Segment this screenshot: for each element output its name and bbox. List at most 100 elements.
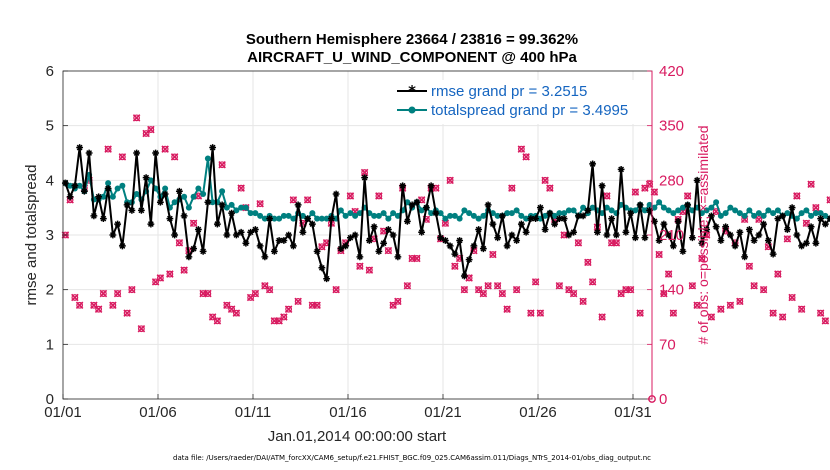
rmse-point — [736, 228, 744, 236]
rmse-point — [142, 174, 150, 181]
obs-possible-point — [304, 196, 312, 204]
obs-assimilated-point — [655, 250, 663, 259]
rmse-point — [194, 226, 202, 233]
spread-point — [352, 212, 359, 219]
obs-possible-point — [798, 305, 806, 313]
obs-assimilated-point — [132, 114, 141, 122]
obs-possible-point — [114, 290, 122, 297]
obs-assimilated-point — [365, 266, 374, 274]
obs-possible-point — [95, 305, 103, 313]
spread-point — [285, 212, 292, 219]
rmse-point — [346, 234, 354, 242]
spread-point — [219, 188, 226, 195]
obs-possible-point — [760, 286, 768, 294]
obs-assimilated-point — [213, 317, 222, 325]
obs-assimilated-point — [508, 184, 516, 192]
spread-point — [380, 210, 387, 217]
spread-point — [713, 199, 720, 206]
spread-point — [608, 207, 615, 214]
rmse-point — [783, 226, 791, 233]
spread-point — [561, 210, 568, 217]
right-axis-ticks: 0 70 140 210 280 350 420 — [647, 63, 684, 408]
obs-possible-point — [190, 219, 198, 227]
rmse-point — [161, 190, 169, 198]
spread-point — [190, 193, 197, 200]
spread-point — [589, 204, 596, 211]
rmse-point — [228, 209, 236, 217]
obs-assimilated-point — [527, 309, 535, 317]
y-right-tick-label: 350 — [659, 118, 684, 135]
obs-possible-point — [332, 286, 340, 294]
obs-possible-point — [166, 270, 174, 278]
rmse-point — [299, 228, 307, 236]
obs-possible-point — [403, 282, 411, 290]
spread-point — [751, 212, 758, 219]
rmse-point — [641, 234, 649, 242]
rmse-point — [498, 212, 506, 220]
rmse-point — [722, 223, 730, 231]
rmse-point — [712, 223, 720, 231]
rmse-point — [779, 212, 787, 220]
obs-possible-point — [508, 184, 516, 192]
spread-point — [76, 182, 83, 189]
obs-assimilated-point — [384, 246, 393, 255]
legend: * rmse grand pr = 3.2515 totalspread gra… — [393, 80, 648, 124]
obs-possible-point — [199, 290, 207, 297]
obs-assimilated-point — [161, 145, 169, 153]
chart-title-line1: Southern Hemisphere 23664 / 23816 = 99.3… — [246, 31, 578, 48]
obs-assimilated-point — [94, 305, 103, 313]
rmse-point — [608, 215, 616, 222]
obs-possible-point — [251, 290, 259, 297]
obs-possible-point — [617, 290, 625, 297]
obs-assimilated-point — [802, 219, 811, 228]
rmse-point — [627, 209, 635, 217]
rmse-point — [308, 220, 316, 228]
obs-assimilated-point — [104, 145, 112, 153]
spread-point — [798, 210, 805, 217]
spread-point — [185, 204, 192, 211]
spread-point — [428, 210, 435, 217]
obs-possible-point — [318, 243, 326, 251]
obs-possible-point — [769, 309, 777, 317]
obs-assimilated-point — [289, 196, 298, 204]
rmse-point — [750, 237, 758, 244]
obs-possible-point — [688, 282, 696, 290]
legend-box — [393, 80, 648, 124]
rmse-point — [707, 212, 715, 220]
rmse-point — [389, 231, 397, 239]
rmse-point — [323, 275, 331, 283]
obs-assimilated-point — [598, 313, 606, 321]
spread-point — [67, 182, 74, 189]
obs-possible-point — [707, 313, 715, 321]
spread-point — [665, 207, 672, 214]
spread-point — [542, 212, 549, 219]
spread-point — [565, 207, 572, 214]
spread-point — [793, 215, 800, 222]
rmse-point — [760, 220, 768, 228]
rmse-point — [546, 209, 554, 217]
spread-point — [195, 185, 202, 192]
obs-possible-point — [598, 313, 606, 321]
rmse-point — [565, 231, 573, 239]
rmse-point — [256, 242, 264, 250]
obs-possible-point — [209, 313, 217, 321]
spread-point — [418, 207, 425, 214]
obs-possible-point — [147, 126, 155, 133]
spread-point — [309, 210, 316, 217]
obs-assimilated-point — [332, 285, 340, 294]
spread-point — [133, 191, 140, 197]
obs-possible-point — [389, 301, 397, 309]
obs-possible-point — [494, 282, 502, 290]
spread-point — [774, 207, 781, 214]
rmse-point — [128, 207, 136, 214]
rmse-point — [232, 231, 240, 239]
obs-assimilated-point — [451, 262, 459, 271]
obs-assimilated-point — [313, 301, 321, 310]
rmse-point — [441, 237, 449, 244]
spread-point — [461, 207, 468, 214]
rmse-point — [104, 185, 112, 192]
obs-possible-point — [142, 130, 150, 137]
spread-point — [314, 215, 321, 222]
right-axis-label: # of obs: o=possible; ×=assimilated — [695, 125, 711, 344]
rmse-point — [90, 212, 98, 220]
